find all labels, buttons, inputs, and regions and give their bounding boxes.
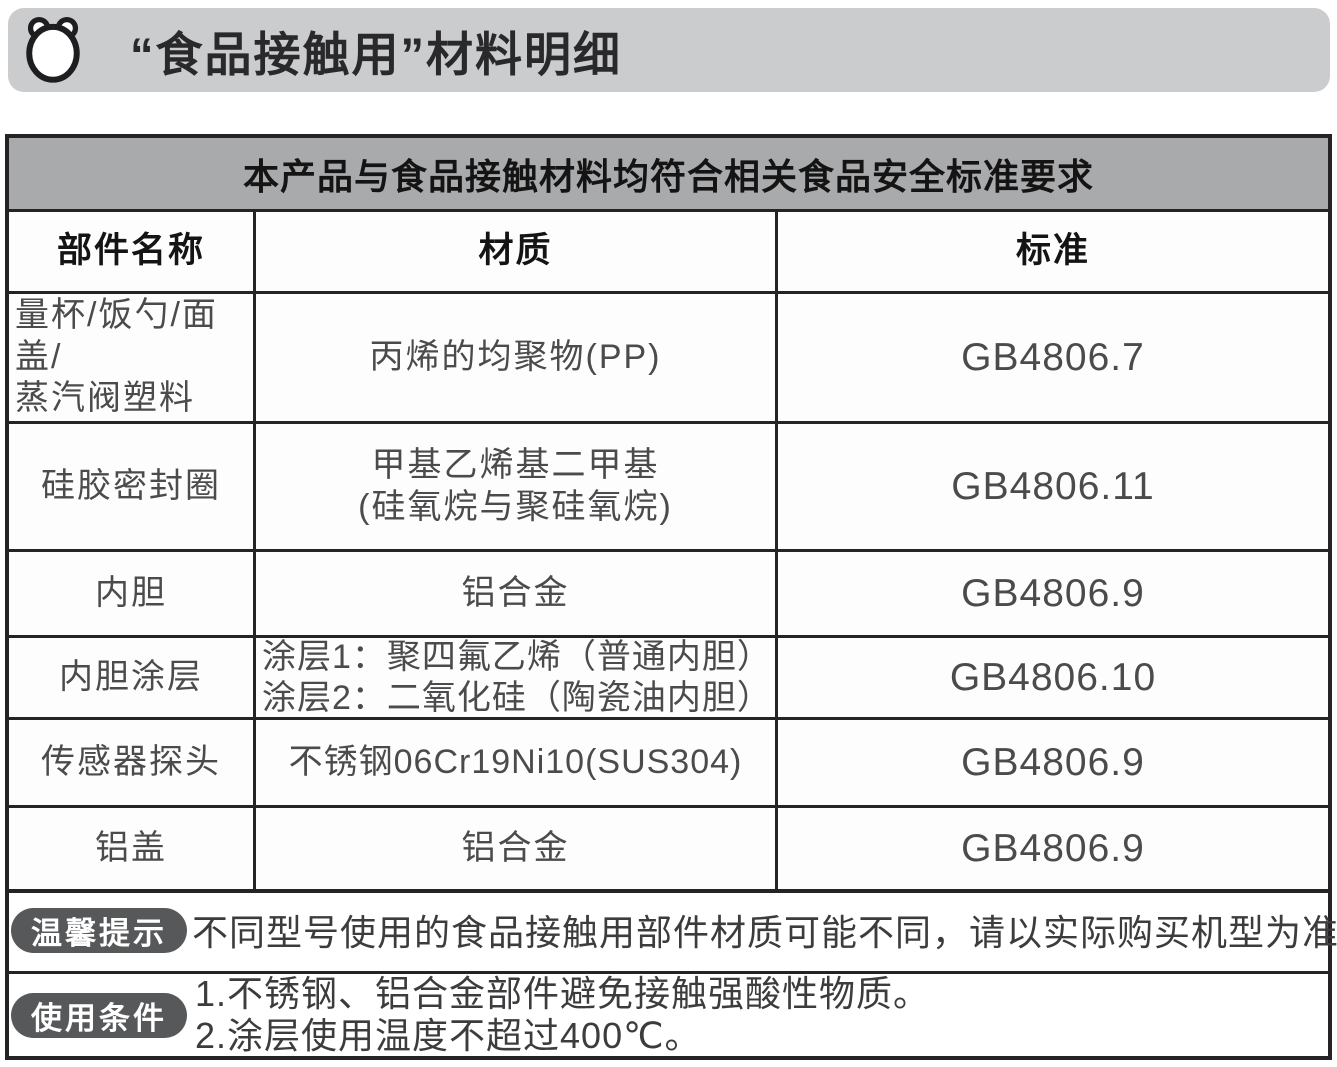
part-name-cell: 硅胶密封圈 [41,466,221,505]
standard-cell: GB4806.10 [775,638,1328,717]
notes-section: 温馨提示 不同型号使用的食品接触用部件材质可能不同，请以实际购买机型为准。 使用… [5,889,1337,1060]
table-header-row: 部件名称 材质 标准 [9,212,1328,291]
standard-cell: GB4806.9 [775,552,1328,635]
material-cell: 丙烯的均聚物(PP) [253,294,775,421]
table-row: 硅胶密封圈 甲基乙烯基二甲基 (硅氧烷与聚硅氧烷) GB4806.11 [9,421,1328,549]
part-name-cell: 内胆 [95,573,167,612]
standard-cell: GB4806.11 [775,424,1328,549]
material-cell: 甲基乙烯基二甲基 (硅氧烷与聚硅氧烷) [253,424,775,549]
material-cell: 涂层1：聚四氟乙烯（普通内胆） 涂层2：二氧化硅（陶瓷油内胆） [253,638,775,717]
part-name-cell: 内胆涂层 [59,657,203,696]
note-row-conditions: 使用条件 1.不锈钢、铝合金部件避免接触强酸性物质。 2.涂层使用温度不超过40… [9,971,1328,1056]
table-row: 传感器探头 不锈钢06Cr19Ni10(SUS304) GB4806.9 [9,717,1328,805]
tip-badge: 温馨提示 [11,907,187,953]
condition-line: 1.不锈钢、铝合金部件避免接触强酸性物质。 [195,973,931,1015]
material-cell: 不锈钢06Cr19Ni10(SUS304) [253,720,775,805]
title-bar: “食品接触用”材料明细 [8,8,1330,92]
part-name-cell: 传感器探头 [41,742,221,781]
standard-cell: GB4806.9 [775,720,1328,805]
standard-cell: GB4806.7 [775,294,1328,421]
conditions-badge: 使用条件 [11,992,187,1038]
table-row: 铝盖 铝合金 GB4806.9 [9,805,1328,889]
standard-cell: GB4806.9 [775,808,1328,889]
material-cell: 铝合金 [253,808,775,889]
materials-table: 本产品与食品接触材料均符合相关食品安全标准要求 部件名称 材质 标准 量杯/饭勺… [5,134,1332,893]
tip-text: 不同型号使用的食品接触用部件材质可能不同，请以实际购买机型为准。 [192,912,1337,953]
part-name-cell: 量杯/饭勺/面盖/ 蒸汽阀塑料 [15,296,218,418]
column-header-part: 部件名称 [56,231,205,271]
material-cell: 铝合金 [253,552,775,635]
bear-icon [20,13,86,87]
column-header-standard: 标准 [775,212,1328,291]
table-row: 内胆涂层 涂层1：聚四氟乙烯（普通内胆） 涂层2：二氧化硅（陶瓷油内胆） GB4… [9,635,1328,717]
condition-line: 2.涂层使用温度不超过400℃。 [195,1015,702,1056]
conditions-text: 1.不锈钢、铝合金部件避免接触强酸性物质。 2.涂层使用温度不超过400℃。 [195,973,930,1057]
part-name-cell: 铝盖 [95,828,167,867]
table-row: 量杯/饭勺/面盖/ 蒸汽阀塑料 丙烯的均聚物(PP) GB4806.7 [9,291,1328,421]
page-title: “食品接触用”材料明细 [130,27,622,81]
column-header-material: 材质 [253,212,775,291]
note-row-tip: 温馨提示 不同型号使用的食品接触用部件材质可能不同，请以实际购买机型为准。 [9,889,1337,971]
table-banner: 本产品与食品接触材料均符合相关食品安全标准要求 [9,138,1328,212]
table-row: 内胆 铝合金 GB4806.9 [9,549,1328,635]
